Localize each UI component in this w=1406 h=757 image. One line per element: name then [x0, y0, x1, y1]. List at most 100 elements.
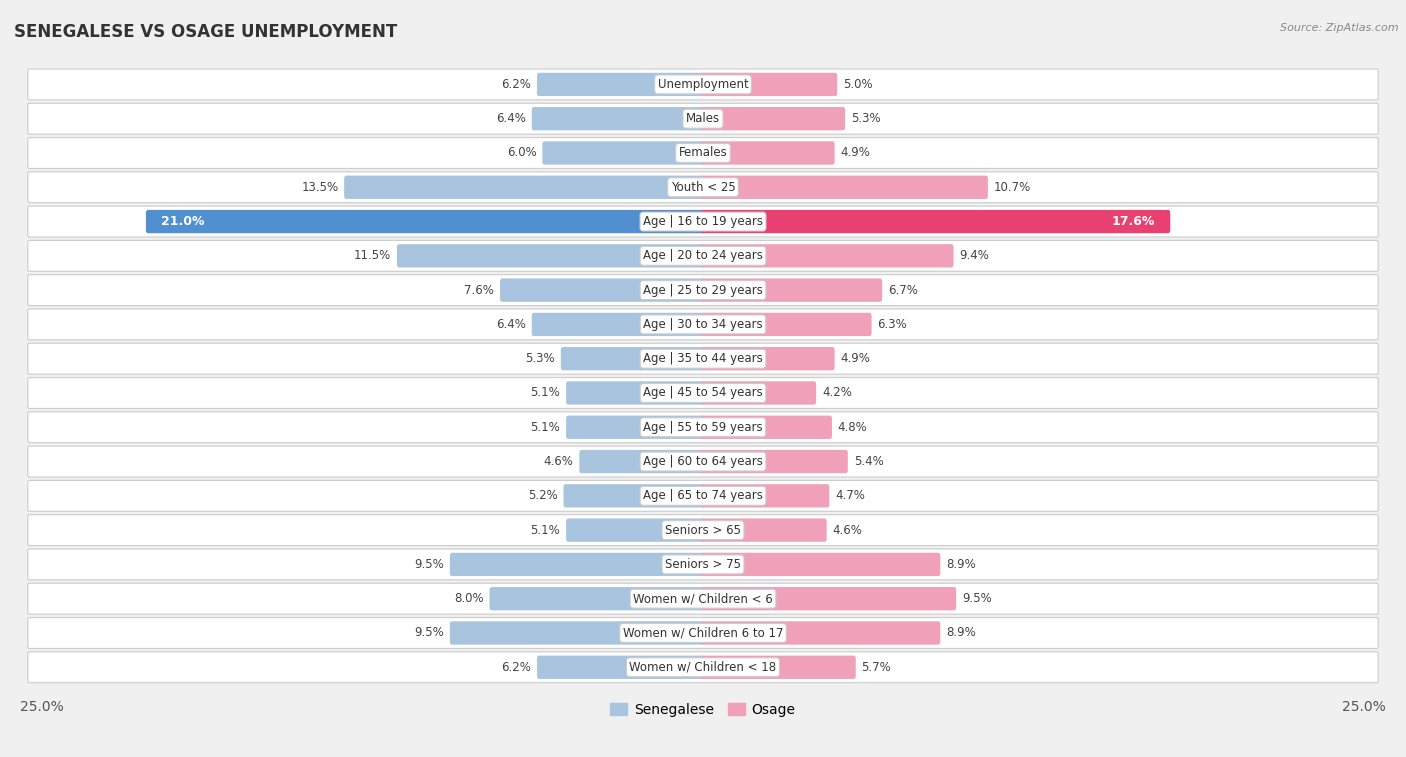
FancyBboxPatch shape: [28, 309, 1378, 340]
Text: 13.5%: 13.5%: [301, 181, 339, 194]
Text: 5.1%: 5.1%: [530, 421, 561, 434]
FancyBboxPatch shape: [28, 172, 1378, 203]
FancyBboxPatch shape: [531, 107, 706, 130]
FancyBboxPatch shape: [28, 618, 1378, 649]
Text: Unemployment: Unemployment: [658, 78, 748, 91]
Text: 8.0%: 8.0%: [454, 592, 484, 605]
FancyBboxPatch shape: [564, 484, 706, 507]
Text: Age | 25 to 29 years: Age | 25 to 29 years: [643, 284, 763, 297]
FancyBboxPatch shape: [28, 515, 1378, 546]
Text: Age | 55 to 59 years: Age | 55 to 59 years: [643, 421, 763, 434]
Text: 10.7%: 10.7%: [994, 181, 1031, 194]
Text: Age | 60 to 64 years: Age | 60 to 64 years: [643, 455, 763, 468]
Text: Age | 35 to 44 years: Age | 35 to 44 years: [643, 352, 763, 365]
FancyBboxPatch shape: [700, 382, 815, 405]
FancyBboxPatch shape: [700, 176, 988, 199]
Text: Youth < 25: Youth < 25: [671, 181, 735, 194]
Text: 6.2%: 6.2%: [502, 661, 531, 674]
Text: 4.7%: 4.7%: [835, 489, 865, 503]
FancyBboxPatch shape: [28, 549, 1378, 580]
FancyBboxPatch shape: [700, 73, 837, 96]
Text: 6.4%: 6.4%: [496, 318, 526, 331]
FancyBboxPatch shape: [450, 621, 706, 645]
FancyBboxPatch shape: [700, 519, 827, 542]
Text: 4.6%: 4.6%: [544, 455, 574, 468]
Text: 5.2%: 5.2%: [527, 489, 558, 503]
FancyBboxPatch shape: [531, 313, 706, 336]
FancyBboxPatch shape: [28, 275, 1378, 306]
Text: Age | 20 to 24 years: Age | 20 to 24 years: [643, 249, 763, 263]
Text: 5.1%: 5.1%: [530, 387, 561, 400]
Text: Seniors > 65: Seniors > 65: [665, 524, 741, 537]
FancyBboxPatch shape: [28, 69, 1378, 100]
Text: 5.1%: 5.1%: [530, 524, 561, 537]
FancyBboxPatch shape: [700, 450, 848, 473]
FancyBboxPatch shape: [501, 279, 706, 302]
Text: 4.6%: 4.6%: [832, 524, 862, 537]
FancyBboxPatch shape: [28, 412, 1378, 443]
FancyBboxPatch shape: [700, 416, 832, 439]
Text: Seniors > 75: Seniors > 75: [665, 558, 741, 571]
FancyBboxPatch shape: [537, 656, 706, 679]
Text: 4.9%: 4.9%: [841, 352, 870, 365]
FancyBboxPatch shape: [28, 446, 1378, 477]
FancyBboxPatch shape: [396, 245, 706, 267]
Text: 5.3%: 5.3%: [526, 352, 555, 365]
FancyBboxPatch shape: [700, 210, 1170, 233]
Text: 21.0%: 21.0%: [162, 215, 205, 228]
Text: 4.2%: 4.2%: [823, 387, 852, 400]
Text: 6.7%: 6.7%: [889, 284, 918, 297]
Text: SENEGALESE VS OSAGE UNEMPLOYMENT: SENEGALESE VS OSAGE UNEMPLOYMENT: [14, 23, 398, 41]
Text: Age | 30 to 34 years: Age | 30 to 34 years: [643, 318, 763, 331]
Text: Age | 16 to 19 years: Age | 16 to 19 years: [643, 215, 763, 228]
Text: 4.9%: 4.9%: [841, 147, 870, 160]
FancyBboxPatch shape: [344, 176, 706, 199]
FancyBboxPatch shape: [567, 416, 706, 439]
Text: Age | 45 to 54 years: Age | 45 to 54 years: [643, 387, 763, 400]
Text: 8.9%: 8.9%: [946, 627, 976, 640]
Text: 4.8%: 4.8%: [838, 421, 868, 434]
Text: 5.3%: 5.3%: [851, 112, 880, 125]
FancyBboxPatch shape: [700, 313, 872, 336]
FancyBboxPatch shape: [28, 103, 1378, 134]
FancyBboxPatch shape: [700, 245, 953, 267]
FancyBboxPatch shape: [567, 519, 706, 542]
Text: 9.5%: 9.5%: [962, 592, 991, 605]
FancyBboxPatch shape: [700, 621, 941, 645]
FancyBboxPatch shape: [700, 347, 835, 370]
Text: 11.5%: 11.5%: [354, 249, 391, 263]
FancyBboxPatch shape: [146, 210, 706, 233]
FancyBboxPatch shape: [28, 138, 1378, 168]
Text: Women w/ Children < 6: Women w/ Children < 6: [633, 592, 773, 605]
FancyBboxPatch shape: [700, 484, 830, 507]
Text: 6.4%: 6.4%: [496, 112, 526, 125]
Text: 5.0%: 5.0%: [844, 78, 873, 91]
FancyBboxPatch shape: [537, 73, 706, 96]
FancyBboxPatch shape: [700, 107, 845, 130]
FancyBboxPatch shape: [700, 279, 882, 302]
Text: 7.6%: 7.6%: [464, 284, 495, 297]
Text: 5.7%: 5.7%: [862, 661, 891, 674]
Text: 6.0%: 6.0%: [506, 147, 537, 160]
Legend: Senegalese, Osage: Senegalese, Osage: [605, 697, 801, 722]
FancyBboxPatch shape: [28, 343, 1378, 374]
Text: 6.3%: 6.3%: [877, 318, 907, 331]
Text: 9.4%: 9.4%: [959, 249, 990, 263]
Text: 17.6%: 17.6%: [1112, 215, 1154, 228]
FancyBboxPatch shape: [700, 142, 835, 164]
FancyBboxPatch shape: [28, 652, 1378, 683]
Text: 8.9%: 8.9%: [946, 558, 976, 571]
FancyBboxPatch shape: [28, 481, 1378, 511]
Text: Females: Females: [679, 147, 727, 160]
FancyBboxPatch shape: [543, 142, 706, 164]
Text: Source: ZipAtlas.com: Source: ZipAtlas.com: [1281, 23, 1399, 33]
FancyBboxPatch shape: [28, 583, 1378, 614]
Text: Women w/ Children 6 to 17: Women w/ Children 6 to 17: [623, 627, 783, 640]
Text: Males: Males: [686, 112, 720, 125]
FancyBboxPatch shape: [700, 587, 956, 610]
FancyBboxPatch shape: [700, 553, 941, 576]
FancyBboxPatch shape: [450, 553, 706, 576]
FancyBboxPatch shape: [700, 656, 856, 679]
Text: Age | 65 to 74 years: Age | 65 to 74 years: [643, 489, 763, 503]
FancyBboxPatch shape: [28, 241, 1378, 271]
